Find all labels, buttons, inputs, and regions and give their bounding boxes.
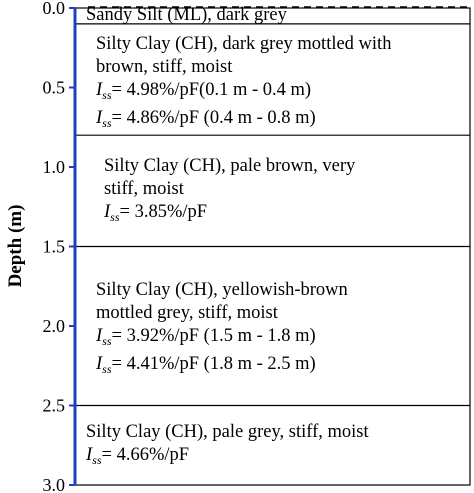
layer-description-line: Silty Clay (CH), pale brown, very bbox=[104, 156, 356, 177]
iss-symbol-base: I bbox=[86, 445, 93, 466]
layer-description-line: brown, stiff, moist bbox=[96, 56, 233, 77]
swell-shrink-index-line: Iss= 3.92%/pF (1.5 m - 1.8 m) bbox=[96, 325, 348, 353]
iss-value: = 3.92%/pF (1.5 m - 1.8 m) bbox=[111, 326, 316, 346]
iss-symbol-subscript: ss bbox=[92, 453, 102, 468]
depth-tick-label: 1.0 bbox=[43, 157, 66, 177]
layer-description-line: mottled grey, stiff, moist bbox=[96, 303, 278, 323]
soil-layer-4: Silty Clay (CH), yellowish-brown mottled … bbox=[96, 279, 348, 381]
iss-symbol-base: I bbox=[96, 107, 103, 128]
swell-shrink-index-line: Iss= 4.66%/pF bbox=[86, 444, 369, 472]
iss-symbol: Iss bbox=[96, 107, 112, 130]
iss-symbol-subscript: ss bbox=[110, 210, 120, 225]
depth-tick-label: 1.5 bbox=[43, 237, 66, 257]
layer-description-line: Sandy Silt (ML), dark grey bbox=[86, 5, 287, 25]
layer-description-line: Silty Clay (CH), yellowish-brown bbox=[96, 280, 348, 300]
depth-tick-label: 3.0 bbox=[43, 475, 66, 493]
swell-shrink-index-line: Iss= 4.98%/pF(0.1 m - 0.4 m) bbox=[96, 79, 391, 107]
iss-symbol: Iss bbox=[104, 202, 120, 225]
iss-value: = 4.98%/pF(0.1 m - 0.4 m) bbox=[111, 79, 312, 100]
depth-tick-label: 2.0 bbox=[43, 316, 66, 336]
layer-description-line: stiff, moist bbox=[104, 179, 184, 200]
swell-shrink-index-line: Iss= 4.41%/pF (1.8 m - 2.5 m) bbox=[96, 353, 348, 381]
iss-symbol: Iss bbox=[96, 326, 112, 348]
iss-value: = 3.85%/pF bbox=[119, 202, 208, 223]
iss-symbol-subscript: ss bbox=[102, 362, 112, 376]
iss-value: = 4.86%/pF (0.4 m - 0.8 m) bbox=[111, 107, 316, 128]
iss-symbol-subscript: ss bbox=[102, 334, 112, 348]
soil-layer-2: Silty Clay (CH), dark grey mottled with b… bbox=[96, 33, 391, 135]
layer-description-line: Silty Clay (CH), pale grey, stiff, moist bbox=[86, 422, 369, 443]
layer-boundaries bbox=[75, 23, 470, 407]
layer-description-line: Silty Clay (CH), dark grey mottled with bbox=[96, 33, 392, 54]
iss-symbol: Iss bbox=[96, 354, 112, 376]
iss-symbol: Iss bbox=[86, 445, 102, 468]
iss-symbol-subscript: ss bbox=[102, 115, 112, 130]
iss-symbol-base: I bbox=[104, 202, 111, 223]
iss-value: = 4.41%/pF (1.8 m - 2.5 m) bbox=[111, 354, 316, 374]
depth-tick-label: 0.0 bbox=[43, 0, 66, 18]
iss-value: = 4.66%/pF bbox=[101, 445, 190, 466]
iss-symbol-base: I bbox=[96, 326, 103, 346]
swell-shrink-index-line: Iss= 3.85%/pF bbox=[104, 201, 355, 229]
iss-symbol: Iss bbox=[96, 79, 112, 102]
depth-axis-label: Depth (m) bbox=[5, 205, 26, 288]
iss-symbol-base: I bbox=[96, 79, 103, 100]
depth-tick-label: 2.5 bbox=[43, 396, 66, 416]
depth-axis-ticks: 0.0 0.5 1.0 1.5 2.0 2.5 3.0 bbox=[43, 0, 75, 493]
soil-layer-1: Sandy Silt (ML), dark grey bbox=[86, 4, 287, 27]
soil-layer-3: Silty Clay (CH), pale brown, very stiff, … bbox=[104, 155, 355, 229]
iss-symbol-base: I bbox=[96, 354, 103, 374]
swell-shrink-index-line: Iss= 4.86%/pF (0.4 m - 0.8 m) bbox=[96, 107, 391, 135]
iss-symbol-subscript: ss bbox=[102, 87, 112, 102]
depth-tick-label: 0.5 bbox=[43, 78, 66, 98]
soil-layer-5: Silty Clay (CH), pale grey, stiff, moist… bbox=[86, 421, 369, 472]
